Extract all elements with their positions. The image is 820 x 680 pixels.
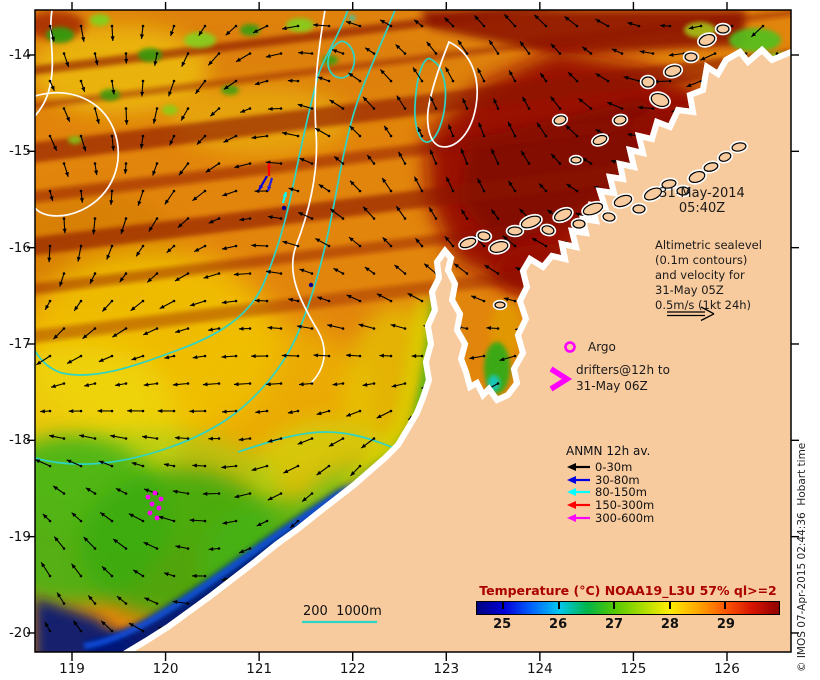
argo-marker-icon [564, 341, 576, 353]
drifter-marker-icon [549, 366, 573, 392]
axis-ticks [27, 2, 799, 661]
land [120, 22, 791, 652]
map-frame [34, 9, 792, 653]
islands [458, 22, 749, 311]
velocity-scale-arrow-icon [667, 306, 715, 322]
map-area [35, 10, 791, 652]
observation-markers [145, 163, 314, 521]
annotation-graphics [302, 306, 715, 624]
